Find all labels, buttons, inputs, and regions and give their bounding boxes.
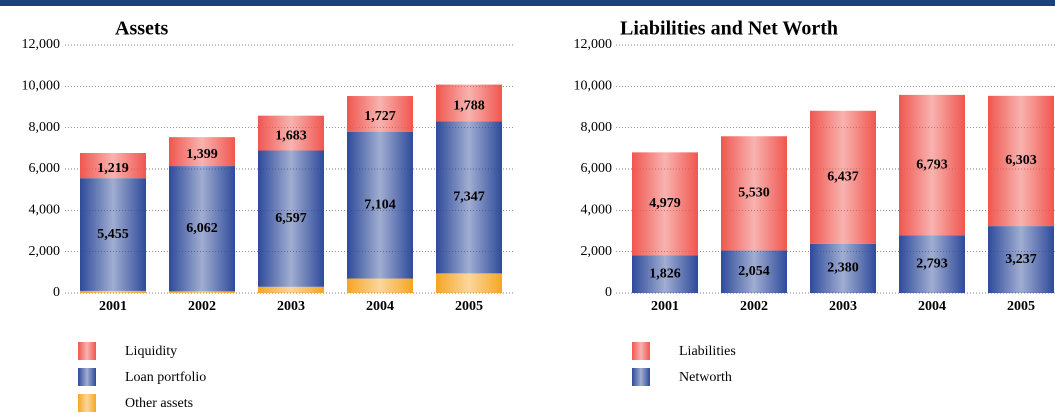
y-tick-label: 4,000 <box>29 203 61 218</box>
legend-swatch <box>78 394 96 412</box>
bar-segment <box>347 278 413 293</box>
bar-segment <box>721 250 787 293</box>
bar-segment <box>810 110 876 244</box>
x-tick-label: 2003 <box>277 299 305 314</box>
data-label: 6,437 <box>827 170 859 185</box>
bar-segment <box>169 166 235 292</box>
y-tick-label: 10,000 <box>22 79 61 94</box>
data-label: 1,219 <box>97 161 129 176</box>
data-label: 6,062 <box>186 221 218 236</box>
bar-segment <box>436 121 502 274</box>
data-label: 1,826 <box>649 266 681 281</box>
data-label: 1,683 <box>275 128 307 143</box>
legend-swatch <box>632 342 650 360</box>
bar-segment <box>988 226 1054 293</box>
y-tick-label: 12,000 <box>574 37 613 52</box>
y-tick-label: 8,000 <box>581 120 613 135</box>
bar-segment <box>347 96 413 132</box>
bar-segment <box>899 94 965 236</box>
chart-title: Liabilities and Net Worth <box>620 18 838 40</box>
y-tick-label: 2,000 <box>581 244 613 259</box>
data-label: 6,597 <box>275 211 307 226</box>
data-label: 2,054 <box>738 264 770 279</box>
y-tick-label: 4,000 <box>581 203 613 218</box>
x-tick-label: 2004 <box>366 299 394 314</box>
y-tick-label: 8,000 <box>29 120 61 135</box>
legend-swatch <box>78 342 96 360</box>
bar-segment <box>258 150 324 287</box>
bar-segment <box>80 153 146 179</box>
x-tick-label: 2005 <box>1007 299 1035 314</box>
data-label: 1,399 <box>186 147 218 162</box>
data-label: 3,237 <box>1005 252 1037 267</box>
legend-label: Other assets <box>125 396 193 411</box>
data-label: 5,530 <box>738 186 770 201</box>
data-label: 2,793 <box>916 256 948 271</box>
bar-segment <box>436 84 502 122</box>
y-tick-label: 0 <box>605 285 612 300</box>
legend-swatch <box>632 368 650 386</box>
top-band <box>0 0 1055 6</box>
y-tick-label: 0 <box>53 285 60 300</box>
data-label: 7,104 <box>364 197 396 212</box>
bar-segment <box>988 95 1054 227</box>
bar-segment <box>632 255 698 293</box>
x-tick-label: 2005 <box>455 299 483 314</box>
bar-segment <box>169 291 235 293</box>
legend-label: Liabilities <box>679 344 736 359</box>
x-tick-label: 2001 <box>651 299 679 314</box>
data-label: 2,380 <box>827 261 859 276</box>
x-tick-label: 2001 <box>99 299 127 314</box>
bar-segment <box>169 137 235 167</box>
data-label: 1,727 <box>364 109 396 124</box>
y-tick-label: 10,000 <box>574 79 613 94</box>
data-label: 5,455 <box>97 227 129 242</box>
data-label: 6,793 <box>916 157 948 172</box>
data-label: 1,788 <box>453 98 485 113</box>
x-tick-label: 2003 <box>829 299 857 314</box>
y-tick-label: 2,000 <box>29 244 61 259</box>
y-tick-label: 6,000 <box>29 161 61 176</box>
bar-segment <box>347 131 413 279</box>
bar-segment <box>80 290 146 293</box>
legend-swatch <box>78 368 96 386</box>
bar-segment <box>721 136 787 251</box>
x-tick-label: 2002 <box>740 299 768 314</box>
legend-label: Loan portfolio <box>125 370 206 385</box>
legend-label: Liquidity <box>125 344 177 359</box>
bar-segment <box>436 273 502 293</box>
data-label: 7,347 <box>453 190 485 205</box>
y-tick-label: 6,000 <box>581 161 613 176</box>
bar-segment <box>632 152 698 256</box>
bar-segment <box>80 178 146 291</box>
data-label: 4,979 <box>649 196 681 211</box>
data-label: 6,303 <box>1005 153 1037 168</box>
bar-segment <box>810 243 876 293</box>
bar-segment <box>258 286 324 293</box>
y-tick-label: 12,000 <box>22 37 61 52</box>
bar-segment <box>899 235 965 293</box>
bar-segment <box>258 115 324 151</box>
chart-title: Assets <box>115 18 169 40</box>
x-tick-label: 2002 <box>188 299 216 314</box>
x-tick-label: 2004 <box>918 299 946 314</box>
legend-label: Networth <box>679 370 732 385</box>
